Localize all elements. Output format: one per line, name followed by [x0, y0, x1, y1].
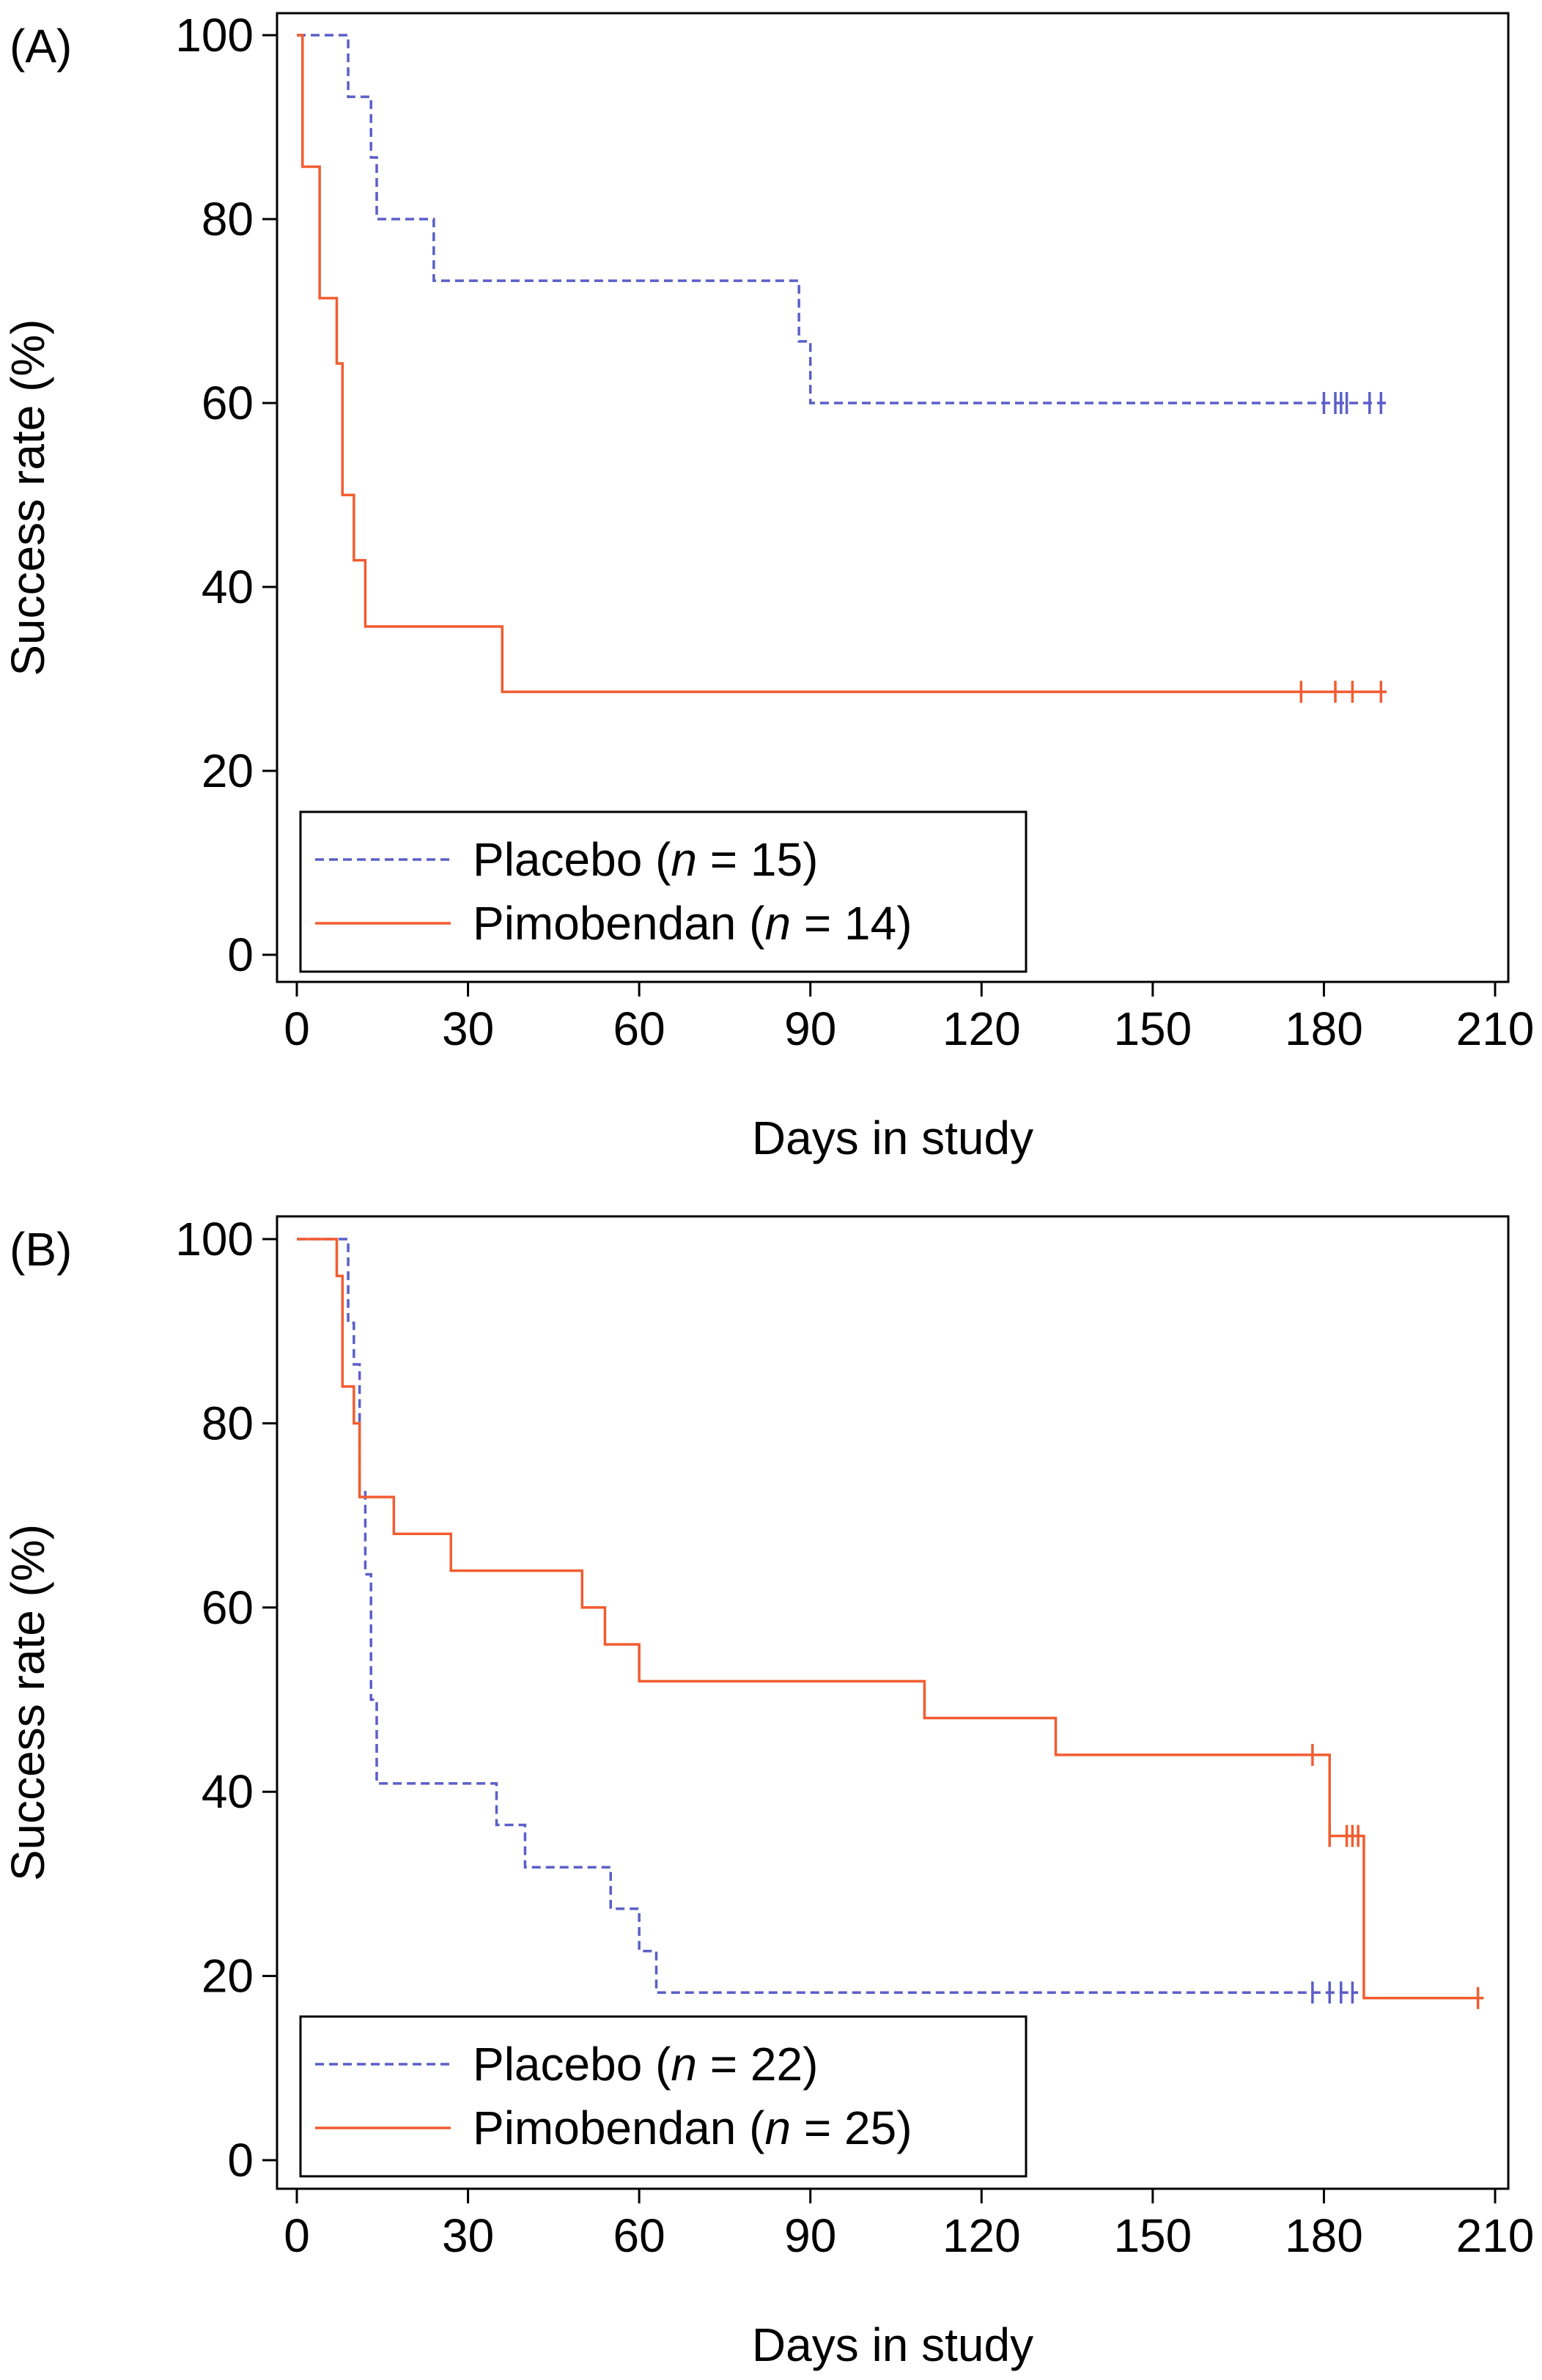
- x-tick-label: 60: [613, 2209, 665, 2262]
- x-tick-label: 0: [284, 2209, 310, 2262]
- legend-label-suffix: = 15): [697, 833, 818, 886]
- legend-label-prefix: Placebo (: [473, 2038, 671, 2091]
- x-tick-label: 30: [442, 2209, 494, 2262]
- legend-label-pimobendan: Pimobendan (n = 25): [473, 2102, 912, 2154]
- series-line-placebo: [297, 34, 1387, 404]
- legend-label-prefix: Pimobendan (: [473, 897, 764, 950]
- x-tick-label: 150: [1113, 1002, 1192, 1055]
- y-tick-label: 100: [175, 9, 254, 62]
- legend-label-prefix: Pimobendan (: [473, 2102, 764, 2154]
- x-tick-label: 210: [1456, 1002, 1535, 1055]
- legend-box: [299, 2015, 1028, 2178]
- y-axis-title: Success rate (%): [1, 319, 54, 676]
- y-tick-label: 80: [202, 193, 254, 245]
- x-tick-label: 180: [1285, 1002, 1363, 1055]
- x-tick-label: 150: [1113, 2209, 1192, 2262]
- legend-label-suffix: = 14): [791, 897, 912, 950]
- legend: Placebo (n = 15)Pimobendan (n = 14): [299, 810, 1028, 973]
- x-tick-label: 90: [784, 1002, 836, 1055]
- y-tick-label: 0: [227, 2134, 254, 2187]
- x-tick-label: 60: [613, 1002, 665, 1055]
- legend-label-suffix: = 25): [791, 2102, 912, 2154]
- legend: Placebo (n = 22)Pimobendan (n = 25): [299, 2015, 1028, 2178]
- x-axis-title: Days in study: [752, 2318, 1033, 2371]
- series-line-pimobendan: [297, 1238, 1484, 2000]
- x-axis-title: Days in study: [752, 1112, 1033, 1164]
- legend-box: [299, 810, 1028, 973]
- legend-label-suffix: = 22): [697, 2038, 818, 2091]
- legend-label-n: n: [671, 2038, 697, 2091]
- legend-label-placebo: Placebo (n = 22): [473, 2038, 818, 2091]
- legend-label-n: n: [764, 2102, 791, 2154]
- legend-label-prefix: Placebo (: [473, 833, 671, 886]
- x-tick-label: 120: [942, 1002, 1021, 1055]
- y-tick-label: 20: [202, 744, 254, 797]
- y-tick-label: 0: [227, 928, 254, 981]
- y-tick-label: 40: [202, 561, 254, 613]
- plot-frame: [276, 1215, 1510, 2190]
- y-tick-label: 100: [175, 1213, 254, 1265]
- series-line-pimobendan: [297, 34, 1387, 693]
- x-tick-label: 90: [784, 2209, 836, 2262]
- chart-panel-b: (B) 0 20 40 60 80 100 0 30 60 90 120 150 180 210 Days i…: [1, 1213, 1534, 2371]
- legend-label-pimobendan: Pimobendan (n = 14): [473, 897, 912, 950]
- y-tick-label: 80: [202, 1397, 254, 1449]
- y-axis-title: Success rate (%): [1, 1524, 54, 1881]
- y-tick-label: 40: [202, 1765, 254, 1818]
- legend-label-n: n: [671, 833, 697, 886]
- x-tick-label: 210: [1456, 2209, 1535, 2262]
- x-tick-label: 0: [284, 1002, 310, 1055]
- chart-panel-a: (A) 0 20 40 60 80 100 0 30 60 90 120 150 180 210 Days i…: [1, 9, 1534, 1164]
- plot-frame: [276, 12, 1510, 983]
- x-tick-label: 30: [442, 1002, 494, 1055]
- legend-label-n: n: [764, 897, 791, 950]
- series-line-placebo: [297, 1238, 1359, 1994]
- panel-label: (B): [10, 1223, 72, 1276]
- y-tick-label: 60: [202, 1581, 254, 1634]
- panel-label: (A): [10, 20, 72, 73]
- y-tick-label: 20: [202, 1950, 254, 2003]
- legend-label-placebo: Placebo (n = 15): [473, 833, 818, 886]
- x-tick-label: 120: [942, 2209, 1021, 2262]
- x-tick-label: 180: [1285, 2209, 1363, 2262]
- y-tick-label: 60: [202, 377, 254, 429]
